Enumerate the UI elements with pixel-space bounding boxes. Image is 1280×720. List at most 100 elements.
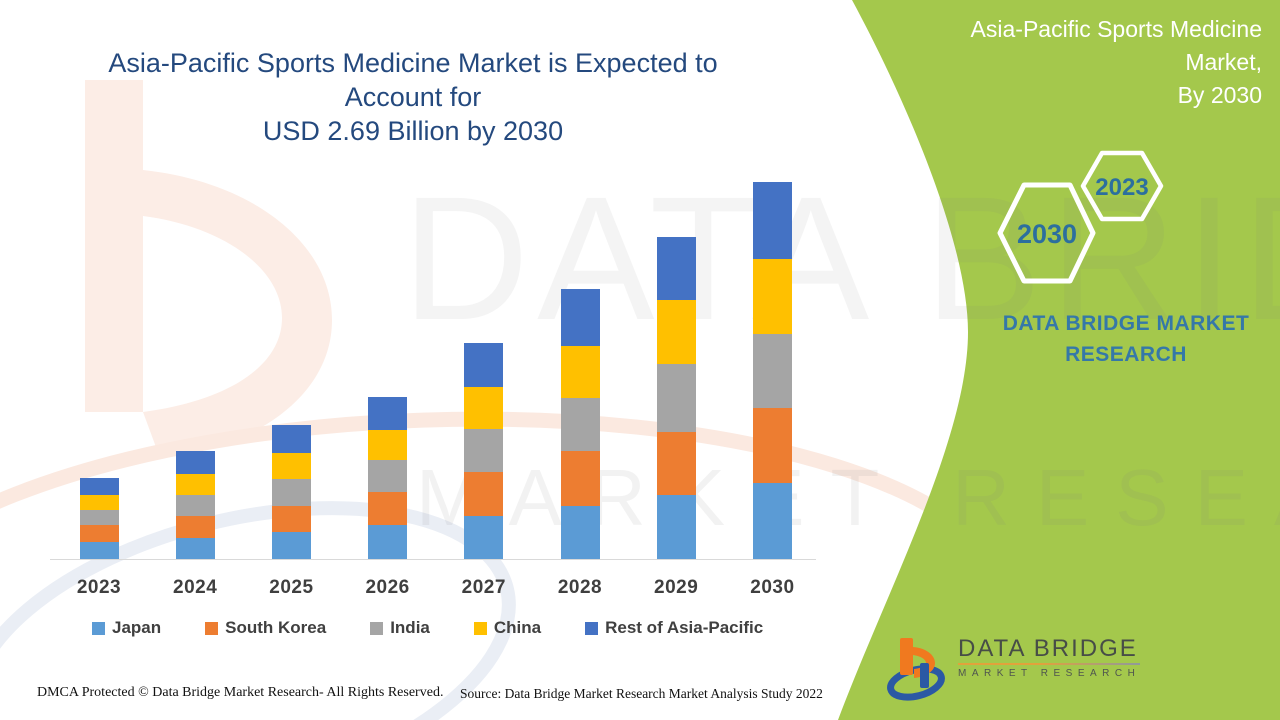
year-label-2028: 2028 [557, 577, 603, 598]
bar-segment-2023-japan [79, 542, 119, 559]
logo-subtitle: MARKET RESEARCH [958, 668, 1141, 679]
bar-segment-2023-south-korea [79, 525, 119, 543]
panel-heading-line2: By 2030 [1177, 82, 1262, 108]
logo-text-block: DATA BRIDGE MARKET RESEARCH [958, 635, 1141, 679]
bar-segment-2023-india [79, 510, 119, 526]
brand-right-line1: DATA BRIDGE MARKET [1002, 312, 1250, 335]
bar-segment-2028-rest-of-asia-pacific [560, 288, 600, 347]
bar-segment-2026-south-korea [368, 491, 408, 526]
hexagon-2030-label: 2030 [1017, 219, 1077, 249]
bar-segment-2028-china [560, 346, 600, 399]
bar-2024 [175, 451, 215, 559]
footer-source-text: Source: Data Bridge Market Research Mark… [460, 686, 823, 701]
brand-right-text: DATA BRIDGE MARKET RESEARCH [1000, 308, 1252, 370]
hexagon-2030 [997, 182, 1096, 284]
bar-segment-2025-china [271, 452, 311, 480]
legend-item-india: India [370, 618, 430, 638]
year-label-2029: 2029 [654, 577, 699, 598]
bar-segment-2029-south-korea [656, 431, 696, 495]
legend-item-japan: Japan [92, 618, 161, 638]
legend: Japan South Korea India China Rest of Asia-P… [92, 618, 763, 638]
green-panel-shape [838, 0, 1280, 720]
hexagon-badges: 2030 2023 [997, 150, 1164, 284]
footer-dmca-text: DMCA Protected © Data Bridge Market Rese… [37, 685, 444, 700]
databridge-logo: DATA BRIDGE MARKET RESEARCH [887, 635, 1141, 701]
year-label-2023: 2023 [76, 577, 122, 598]
year-label-2024: 2024 [173, 577, 218, 598]
bar-segment-2026-india [368, 459, 408, 492]
legend-label: India [390, 618, 430, 637]
legend-item-china: China [473, 618, 542, 638]
bar-segment-2030-china [752, 259, 792, 334]
bar-segment-2030-rest-of-asia-pacific [752, 182, 792, 260]
year-label-2027: 2027 [461, 577, 506, 598]
bar-2025 [271, 424, 311, 559]
legend-label: China [493, 618, 542, 637]
chart-title-line1: Asia-Pacific Sports Medicine Market is E… [108, 48, 718, 112]
x-axis-line [50, 559, 816, 560]
panel-heading-line1: Asia-Pacific Sports Medicine Market, [970, 16, 1262, 75]
legend-swatch-icon [585, 621, 599, 635]
bar-segment-2030-south-korea [752, 407, 792, 484]
bar-segment-2024-china [175, 473, 215, 495]
panel-heading: Asia-Pacific Sports Medicine Market, By … [900, 13, 1262, 112]
hexagon-2023-label: 2023 [1095, 174, 1148, 201]
bar-segment-2023-rest-of-asia-pacific [79, 477, 119, 495]
bar-2026 [368, 396, 408, 559]
watermark-b-stem [85, 80, 143, 412]
bar-segment-2025-south-korea [271, 505, 311, 533]
legend-label: Rest of Asia-Pacific [605, 618, 764, 637]
year-label-2026: 2026 [365, 577, 410, 598]
bar-segment-2025-japan [271, 532, 311, 559]
legend-swatch-icon [473, 621, 487, 635]
logo-name: DATA BRIDGE [958, 635, 1138, 662]
legend-label: Japan [112, 618, 162, 637]
legend-item-rest-of-asia-pacific: Rest of Asia-Pacific [585, 618, 763, 638]
bar-2023 [79, 477, 119, 559]
bar-segment-2023-china [79, 494, 119, 511]
logo-b-stem [900, 638, 913, 675]
logo-b-bowl [913, 647, 935, 678]
bar-segment-2029-india [656, 364, 696, 432]
chart-title-line2: USD 2.69 Billion by 2030 [262, 116, 564, 146]
bar-segment-2028-japan [560, 505, 600, 559]
bar-segment-2026-china [368, 430, 408, 460]
legend-label: South Korea [225, 618, 327, 637]
legend-swatch-icon [205, 621, 219, 635]
legend-swatch-icon [92, 621, 105, 635]
bar-segment-2030-india [752, 333, 792, 408]
logo-underline [958, 663, 1141, 665]
bar-segment-2027-china [464, 386, 504, 429]
bar-segment-2027-india [464, 428, 504, 473]
legend-swatch-icon [370, 621, 384, 635]
databridge-logo-icon [887, 638, 945, 701]
bar-segment-2026-japan [368, 525, 408, 559]
bar-segment-2029-rest-of-asia-pacific [656, 237, 696, 301]
bar-segment-2024-india [175, 494, 215, 516]
legend-item-south-korea: South Korea [205, 618, 326, 638]
year-label-2030: 2030 [750, 577, 795, 598]
chart-title: Asia-Pacific Sports Medicine Market is E… [60, 46, 766, 148]
bar-segment-2029-china [656, 300, 696, 365]
bar-segment-2024-south-korea [175, 515, 215, 538]
bar-segment-2024-rest-of-asia-pacific [175, 451, 215, 474]
bar-segment-2025-rest-of-asia-pacific [271, 424, 311, 453]
bar-segment-2027-rest-of-asia-pacific [464, 343, 504, 387]
bar-2030 [752, 182, 792, 559]
watermark-b-bowl [143, 170, 332, 458]
bar-2027 [464, 343, 504, 559]
brand-right-line2: RESEARCH [1065, 343, 1187, 366]
bar-segment-2025-india [271, 479, 311, 506]
bar-segment-2027-south-korea [464, 472, 504, 516]
bar-segment-2024-japan [175, 538, 215, 559]
bar-segment-2028-south-korea [560, 451, 600, 506]
bar-segment-2030-japan [752, 483, 792, 559]
bar-2029 [656, 237, 696, 559]
bar-2028 [560, 288, 600, 559]
bar-segment-2027-japan [464, 515, 504, 559]
logo-d-stem [920, 663, 929, 688]
bar-segment-2026-rest-of-asia-pacific [368, 396, 408, 431]
year-label-2025: 2025 [269, 577, 314, 598]
